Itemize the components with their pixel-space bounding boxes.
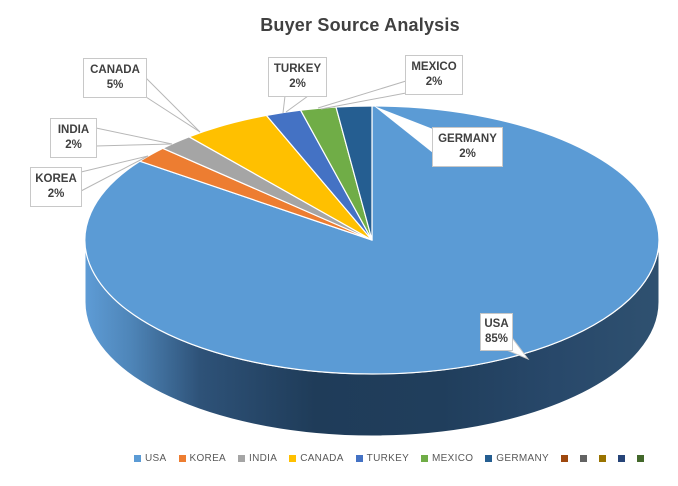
legend-item-india[interactable]: INDIA (238, 453, 277, 464)
legend-swatch-mexico (421, 455, 429, 462)
legend-swatch-extra-2 (579, 455, 587, 462)
legend-swatch-korea (178, 455, 186, 462)
legend-item-extra-4[interactable] (617, 455, 625, 462)
legend-label-germany: GERMANY (496, 453, 549, 464)
label-usa-name: USA (484, 318, 509, 330)
leader-turkey-1 (282, 95, 286, 114)
legend-swatch-extra-5 (636, 455, 644, 462)
leader-lines (80, 77, 407, 192)
chart-legend: USA KOREA INDIA CANADA TURKEY MEXICO GER… (50, 453, 678, 464)
leader-canada-2 (145, 96, 201, 133)
label-mexico[interactable]: MEXICO 2% (405, 55, 463, 95)
legend-item-germany[interactable]: GERMANY (485, 453, 549, 464)
label-germany[interactable]: GERMANY 2% (432, 127, 503, 167)
label-india-value: 2% (65, 139, 82, 151)
label-mexico-name: MEXICO (411, 61, 457, 73)
label-usa[interactable]: USA 85% (480, 313, 513, 351)
legend-item-korea[interactable]: KOREA (178, 453, 227, 464)
label-canada-value: 5% (106, 79, 124, 91)
germany-callout-wedge (374, 106, 433, 153)
label-india[interactable]: INDIA 2% (50, 118, 97, 158)
label-germany-value: 2% (459, 148, 476, 160)
legend-item-extra-3[interactable] (598, 455, 606, 462)
label-germany-name: GERMANY (438, 133, 497, 145)
legend-item-turkey[interactable]: TURKEY (355, 453, 410, 464)
legend-swatch-germany (485, 455, 493, 462)
leader-india-1 (95, 127, 173, 145)
label-canada-name: CANADA (90, 64, 140, 76)
leader-mexico-2 (320, 92, 407, 110)
label-canada[interactable]: CANADA 5% (83, 58, 147, 98)
label-turkey-value: 2% (289, 78, 306, 90)
label-turkey-name: TURKEY (273, 63, 322, 75)
legend-label-india: INDIA (249, 453, 278, 464)
slice-germany[interactable] (335, 105, 373, 241)
legend-item-usa[interactable]: USA (134, 453, 166, 464)
legend-swatch-extra-4 (617, 455, 625, 462)
legend-label-canada: CANADA (300, 453, 344, 464)
legend-label-usa: USA (145, 453, 167, 464)
label-usa-value: 85% (484, 333, 509, 345)
legend-swatch-extra-1 (560, 455, 568, 462)
label-mexico-value: 2% (425, 76, 443, 88)
leader-korea-2 (80, 155, 149, 192)
leader-india-2 (95, 143, 173, 147)
legend-item-canada[interactable]: CANADA (289, 453, 343, 464)
legend-swatch-turkey (355, 455, 363, 462)
legend-item-extra-5[interactable] (636, 455, 644, 462)
legend-swatch-india (238, 455, 246, 462)
label-india-name: INDIA (57, 124, 90, 136)
label-turkey[interactable]: TURKEY 2% (268, 57, 327, 97)
legend-swatch-usa (134, 455, 142, 462)
chart-title: Buyer Source Analysis (260, 15, 460, 35)
leader-mexico-1 (317, 80, 407, 109)
legend-item-extra-2[interactable] (579, 455, 587, 462)
legend-swatch-canada (289, 455, 297, 462)
leader-korea-1 (80, 155, 149, 173)
legend-label-turkey: TURKEY (366, 453, 410, 464)
legend-swatch-extra-3 (598, 455, 606, 462)
leader-canada-1 (145, 77, 201, 133)
label-korea[interactable]: KOREA 2% (30, 167, 82, 207)
legend-label-mexico: MEXICO (432, 453, 474, 464)
label-korea-name: KOREA (35, 173, 77, 185)
legend-item-extra-1[interactable] (560, 455, 568, 462)
legend-label-korea: KOREA (189, 453, 227, 464)
legend-item-mexico[interactable]: MEXICO (421, 453, 473, 464)
leader-turkey-2 (285, 95, 309, 113)
label-korea-value: 2% (47, 188, 65, 200)
